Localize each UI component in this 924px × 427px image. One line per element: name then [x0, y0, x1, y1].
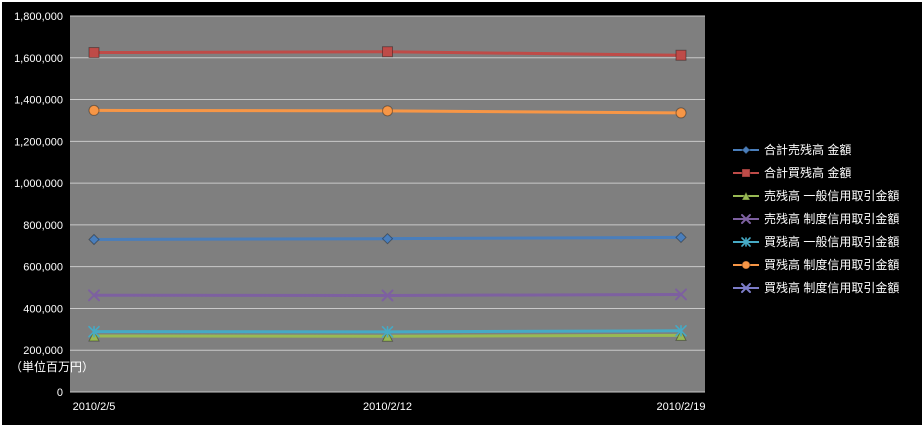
legend-label: 合計買残高 金額 [764, 166, 852, 180]
legend-item: 合計売残高 金額 [732, 138, 922, 161]
legend-item: 買残高 制度信用取引金額 [732, 253, 922, 276]
axis-unit-label: （単位百万円） [10, 360, 95, 374]
legend: 合計売残高 金額 合計買残高 金額売残高 一般信用取引金額 売残高 制度信用取引金額… [732, 138, 922, 299]
svg-text:1,400,000: 1,400,000 [14, 95, 63, 107]
svg-text:200,000: 200,000 [23, 345, 63, 357]
svg-text:0: 0 [57, 387, 63, 399]
legend-item: 買残高 制度信用取引金額 [732, 276, 922, 299]
legend-marker-star-icon [733, 236, 759, 247]
legend-marker-square-icon [733, 168, 759, 177]
svg-text:1,600,000: 1,600,000 [14, 53, 63, 65]
legend-marker-triangle-icon [733, 190, 759, 200]
legend-label: 買残高 制度信用取引金額 [764, 258, 900, 272]
legend-marker-x-icon [733, 282, 759, 293]
legend-item: 売残高 制度信用取引金額 [732, 207, 922, 230]
legend-label: 売残高 制度信用取引金額 [764, 212, 900, 226]
svg-text:2010/2/5: 2010/2/5 [73, 401, 116, 413]
svg-text:1,800,000: 1,800,000 [14, 11, 63, 23]
svg-text:1,200,000: 1,200,000 [14, 136, 63, 148]
legend-item: 合計買残高 金額 [732, 161, 922, 184]
legend-marker-circle-icon [733, 260, 759, 269]
svg-text:600,000: 600,000 [23, 262, 63, 274]
legend-label: 売残高 一般信用取引金額 [764, 189, 900, 203]
legend-label: 買残高 一般信用取引金額 [764, 235, 900, 249]
svg-text:800,000: 800,000 [23, 220, 63, 232]
svg-text:2010/2/19: 2010/2/19 [657, 401, 706, 413]
svg-text:400,000: 400,000 [23, 303, 63, 315]
svg-text:2010/2/12: 2010/2/12 [363, 401, 412, 413]
legend-label: 買残高 制度信用取引金額 [764, 281, 900, 295]
legend-marker-diamond-icon [733, 144, 759, 155]
legend-marker-x-icon [733, 213, 759, 224]
svg-text:1,000,000: 1,000,000 [14, 178, 63, 190]
legend-item: 売残高 一般信用取引金額 [732, 184, 922, 207]
legend-item: 買残高 一般信用取引金額 [732, 230, 922, 253]
legend-label: 合計売残高 金額 [764, 143, 852, 157]
